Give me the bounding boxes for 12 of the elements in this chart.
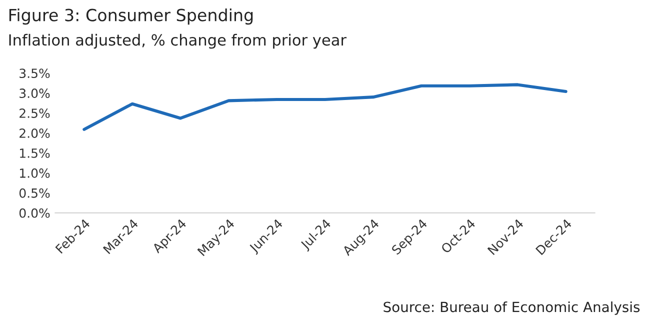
y-tick-label: 2.0% bbox=[20, 128, 50, 138]
y-tick-label: 3.5% bbox=[20, 68, 50, 78]
y-tick-label: 2.5% bbox=[20, 108, 50, 118]
y-tick-label: 3.0% bbox=[20, 88, 50, 98]
y-tick-label: 0.5% bbox=[19, 188, 50, 198]
chart-title: Figure 3: Consumer Spending bbox=[9, 8, 253, 25]
chart-subtitle: Inflation adjusted, % change from prior year bbox=[9, 34, 346, 49]
source-note: Source: Bureau of Economic Analysis bbox=[384, 301, 640, 315]
y-tick-label: 1.0% bbox=[20, 168, 50, 178]
y-tick-label: 1.5% bbox=[20, 148, 50, 158]
line-series bbox=[82, 83, 568, 131]
y-tick-label: 0.0% bbox=[19, 208, 50, 218]
